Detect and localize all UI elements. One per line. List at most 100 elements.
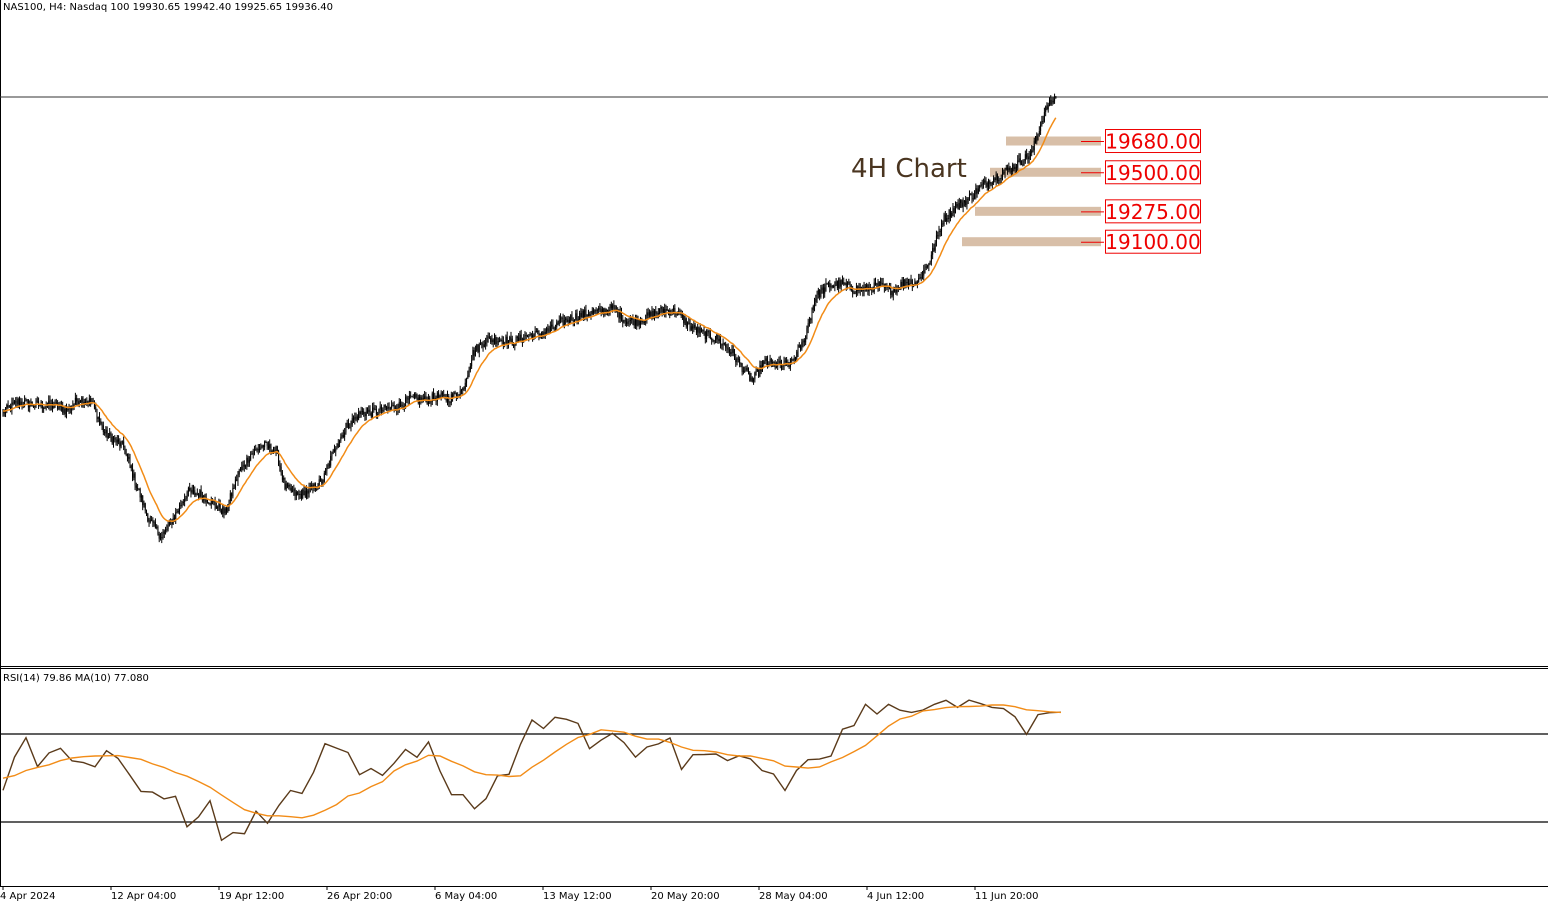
candle-body [518,337,520,342]
candle-body [88,398,90,404]
candle-body [878,281,880,287]
candle-body [97,417,99,420]
candle-body [368,409,370,412]
candle-body [507,340,509,345]
candle-body [24,400,26,406]
chart-title: NAS100, H4: Nasdaq 100 19930.65 19942.40… [3,2,333,13]
candle-body [335,448,337,452]
candle-body [453,392,455,398]
candle-body [570,315,572,323]
candle-body [250,454,252,460]
candle-body [1015,166,1017,168]
x-tick-label: 6 May 04:00 [435,891,497,902]
candle-body [792,359,794,361]
candle-body [735,358,737,363]
candle-body [689,322,691,330]
candle-body [633,320,635,326]
candle-body [876,283,878,285]
candle-body [63,408,65,413]
candle-body [266,442,268,446]
candle-body [500,340,502,342]
candle-body [126,454,128,457]
candle-body [410,395,412,397]
candle-body [204,495,206,499]
candle-body [344,432,346,438]
candle-body [728,349,730,353]
candle-body [184,498,186,502]
candle-body [502,340,504,344]
x-tick-label: 13 May 12:00 [543,891,612,902]
candle-body [445,398,447,401]
candle-body [256,448,258,450]
candle-body [831,286,833,288]
candle-body [259,448,261,451]
candle-body [209,503,211,505]
candle-body [654,310,656,319]
candle-body [176,512,178,514]
candle-body [548,330,550,332]
candle-body [914,282,916,285]
candle-body [553,328,555,330]
candle-body [198,493,200,498]
x-tick-label: 4 Apr 2024 [0,891,55,902]
candle-body [920,277,922,279]
candle-body [270,444,272,451]
candle-body [740,363,742,365]
candle-body [609,304,611,314]
candle-body [286,483,288,487]
candle-body [591,310,593,314]
candle-body [411,396,413,398]
candle-body [1037,134,1039,136]
candle-body [177,510,179,513]
candle-body [718,338,720,342]
candle-body [116,439,118,443]
candle-body [949,209,951,218]
candle-body [157,526,159,534]
candle-body [111,436,113,444]
candle-body [524,335,526,339]
candle-body [26,399,28,401]
candle-body [812,305,814,310]
candle-body [899,289,901,291]
candle-body [828,282,829,285]
candle-body [158,533,160,539]
candle-body [90,398,92,402]
candle-body [293,489,295,491]
candle-body [493,336,495,343]
candle-body [350,424,352,428]
candle-body [193,489,194,491]
candle-body [598,307,600,311]
candle-body [96,409,98,420]
candle-body [599,307,601,310]
candle-body [123,441,125,448]
candle-body [892,290,894,296]
candle-body [750,377,752,381]
candle-body [881,282,883,284]
candle-body [459,390,461,397]
candle-body [833,286,835,288]
candle-body [843,282,845,285]
candle-body [109,433,111,436]
candle-body [734,352,736,359]
candle-body [557,322,559,325]
candle-body [556,322,558,328]
candle-body [434,397,436,399]
candle-body [106,429,108,438]
candle-body [326,467,328,471]
candle-body [939,231,941,233]
candle-body [990,184,992,186]
candle-body [754,372,756,380]
candle-body [509,337,511,341]
candle-body [1024,154,1026,161]
candle-body [285,483,287,489]
candle-body [382,410,384,412]
candle-body [683,315,685,324]
candle-body [805,335,807,343]
candle-body [501,340,503,342]
candle-body [542,332,544,337]
candle-body [674,308,676,315]
candle-body [589,313,591,316]
candle-body [454,392,456,394]
candle-body [74,397,76,405]
candle-body [336,447,338,449]
